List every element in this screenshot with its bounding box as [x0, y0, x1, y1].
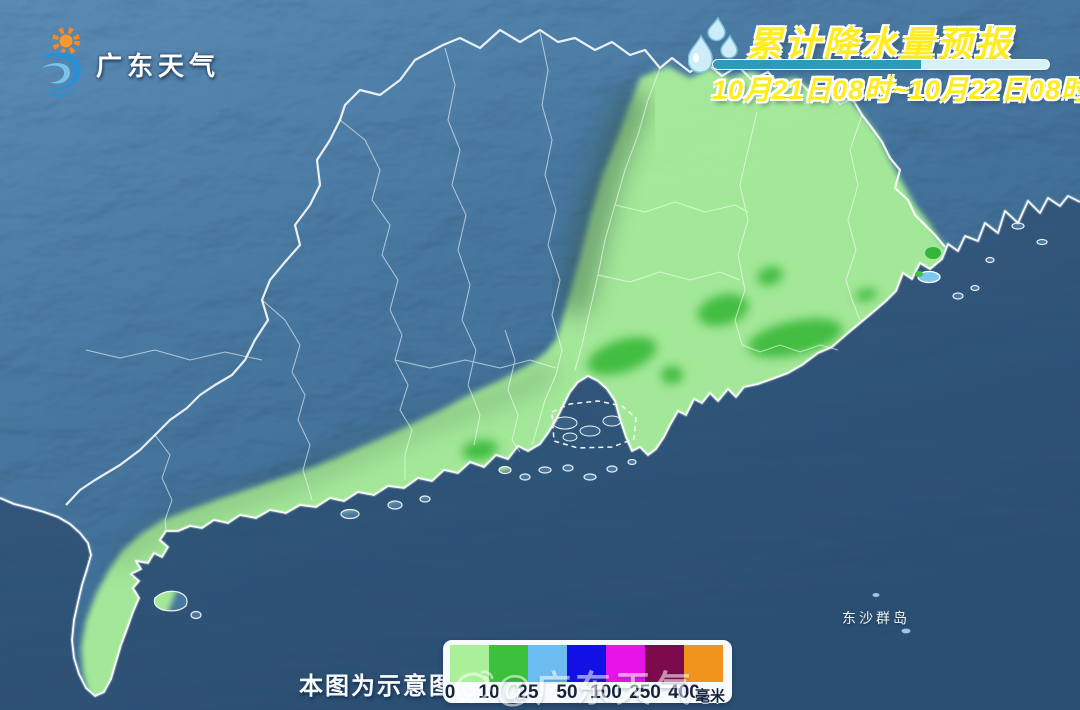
legend-threshold: 0	[444, 682, 456, 703]
disclaimer-text: 本图为示意图	[299, 673, 455, 700]
legend-swatch	[684, 645, 723, 682]
brand-logo: 广东天气	[28, 24, 220, 100]
legend-swatch	[489, 645, 528, 682]
city-boundaries	[85, 31, 863, 531]
coastline	[0, 194, 1080, 698]
legend-threshold: 50	[556, 682, 578, 703]
legend-threshold: 100	[590, 682, 622, 703]
hongkong-dashed-boundary	[551, 400, 637, 449]
page-title: 累计降水量预报	[746, 25, 1013, 64]
legend-threshold: 400	[668, 682, 700, 703]
dongsha-islands	[872, 593, 911, 634]
legend-threshold: 250	[629, 682, 661, 703]
logo-icon	[38, 27, 82, 98]
forecast-date-range: 10月21日08时~10月22日08时	[712, 75, 1080, 105]
legend-threshold: 25	[517, 682, 539, 703]
raindrops-icon	[687, 10, 740, 93]
precip-legend: 0 10 25 50 100 250 400 毫米	[443, 640, 732, 705]
dongsha-islands-label: 东沙群岛	[842, 610, 910, 626]
legend-swatch	[606, 645, 645, 682]
brand-name: 广东天气	[96, 51, 221, 81]
province-boundary	[65, 28, 946, 506]
legend-swatches	[450, 645, 723, 682]
watermark-text: @广东天气	[496, 668, 696, 709]
weibo-icon	[455, 670, 494, 704]
legend-unit: 毫米	[695, 688, 726, 705]
watermark: @广东天气	[452, 660, 695, 710]
legend-swatch	[528, 645, 567, 682]
nanao-island	[915, 270, 941, 284]
title-divider	[712, 59, 1050, 70]
hongkong-land	[552, 415, 622, 442]
rain-overlay	[81, 66, 952, 696]
legend-swatch	[567, 645, 606, 682]
legend-swatch	[645, 645, 684, 682]
